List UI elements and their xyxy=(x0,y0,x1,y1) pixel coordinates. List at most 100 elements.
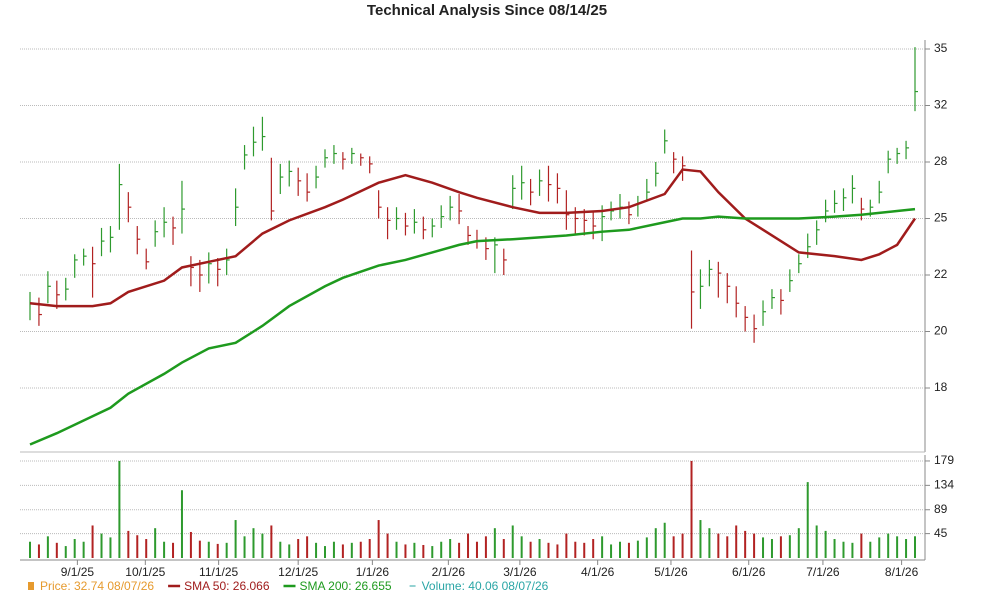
volume-bar xyxy=(529,541,532,558)
volume-bar xyxy=(386,533,389,558)
volume-bar xyxy=(744,530,747,558)
volume-bar xyxy=(154,528,157,558)
volume-bar xyxy=(198,540,201,558)
volume-bar xyxy=(234,520,237,558)
volume-bar xyxy=(64,546,67,558)
volume-bar xyxy=(762,537,765,558)
x-tick-label: 2/1/26 xyxy=(432,565,466,579)
volume-bar xyxy=(341,544,344,558)
y-tick-label: 179 xyxy=(934,453,954,467)
volume-bar xyxy=(592,539,595,558)
volume-bar xyxy=(735,525,738,558)
y-tick-label: 35 xyxy=(934,41,948,55)
volume-bar xyxy=(619,541,621,558)
volume-bar xyxy=(753,533,756,558)
volume-bar xyxy=(422,544,425,558)
y-tick-label: 89 xyxy=(934,502,948,516)
x-tick-label: 12/1/25 xyxy=(278,565,318,579)
volume-bar xyxy=(547,542,550,558)
y-tick-label: 22 xyxy=(934,267,948,281)
volume-bar xyxy=(350,542,353,558)
volume-bar xyxy=(717,533,720,558)
volume-bar xyxy=(82,541,85,558)
volume-bar xyxy=(708,528,711,558)
legend-swatch xyxy=(28,582,34,590)
volume-bar xyxy=(887,533,890,558)
legend-label: SMA 50: 26.066 xyxy=(184,579,270,593)
x-tick-label: 9/1/25 xyxy=(61,565,95,579)
volume-bar xyxy=(824,530,827,558)
volume-bar xyxy=(654,528,657,558)
volume-bar xyxy=(332,541,335,558)
volume-bar xyxy=(243,536,246,558)
volume-bar xyxy=(556,544,559,558)
legend-label: SMA 200: 26.655 xyxy=(300,579,392,593)
x-tick-label: 7/1/26 xyxy=(806,565,840,579)
volume-bar xyxy=(395,541,398,558)
volume-bar xyxy=(806,482,809,558)
volume-bar xyxy=(815,525,818,558)
x-tick-label: 1/1/26 xyxy=(356,565,390,579)
volume-bar xyxy=(681,533,684,558)
volume-bar xyxy=(207,541,210,558)
volume-bar xyxy=(601,536,604,558)
y-tick-label: 28 xyxy=(934,154,948,168)
volume-bar xyxy=(172,542,175,558)
volume-bar xyxy=(475,541,478,558)
volume-bar xyxy=(896,536,899,558)
volume-bar xyxy=(55,542,58,558)
volume-bar xyxy=(100,533,103,558)
volume-bar xyxy=(627,542,630,558)
volume-bar xyxy=(869,541,872,558)
volume-bar xyxy=(770,539,773,558)
sma-line xyxy=(29,207,916,446)
volume-bar xyxy=(73,539,76,558)
volume-bar xyxy=(404,544,407,558)
volume-bar xyxy=(306,536,309,558)
volume-bar xyxy=(324,546,326,558)
volume-bar xyxy=(905,539,908,558)
chart-title: Technical Analysis Since 08/14/25 xyxy=(367,2,607,19)
y-tick-label: 25 xyxy=(934,211,948,225)
volume-bar xyxy=(690,460,693,558)
volume-bar xyxy=(359,541,362,558)
volume-bar xyxy=(565,533,568,558)
volume-bar xyxy=(878,537,881,558)
x-tick-label: 6/1/26 xyxy=(732,565,766,579)
x-tick-label: 4/1/26 xyxy=(581,565,615,579)
volume-bar xyxy=(29,541,31,558)
volume-bar xyxy=(797,528,800,558)
volume-bar xyxy=(645,537,648,558)
volume-bar xyxy=(297,539,300,558)
volume-bar xyxy=(493,528,496,558)
volume-bar xyxy=(127,530,130,558)
volume-bar xyxy=(270,525,273,558)
volume-bar xyxy=(699,520,702,558)
volume-bar xyxy=(145,539,148,558)
x-tick-label: 10/1/25 xyxy=(125,565,165,579)
volume-bar xyxy=(91,525,94,558)
volume-bar xyxy=(914,536,916,558)
volume-bar xyxy=(484,536,487,558)
volume-bar xyxy=(377,520,380,558)
volume-bar xyxy=(672,536,675,558)
legend-label: Price: 32.74 08/07/26 xyxy=(40,579,154,593)
volume-bar xyxy=(180,490,183,558)
volume-bar xyxy=(252,528,255,558)
volume-bar xyxy=(726,536,729,558)
volume-bar xyxy=(279,541,282,558)
volume-bar xyxy=(431,546,434,558)
volume-bar xyxy=(636,540,639,558)
volume-bar xyxy=(833,539,836,558)
volume-bar xyxy=(288,544,291,558)
volume-bar xyxy=(511,525,514,558)
volume-bar xyxy=(225,542,228,558)
volume-bar xyxy=(842,541,845,558)
y-tick-label: 18 xyxy=(934,380,948,394)
volume-bar xyxy=(440,541,443,558)
volume-bar xyxy=(502,539,505,558)
volume-bar xyxy=(413,542,416,558)
